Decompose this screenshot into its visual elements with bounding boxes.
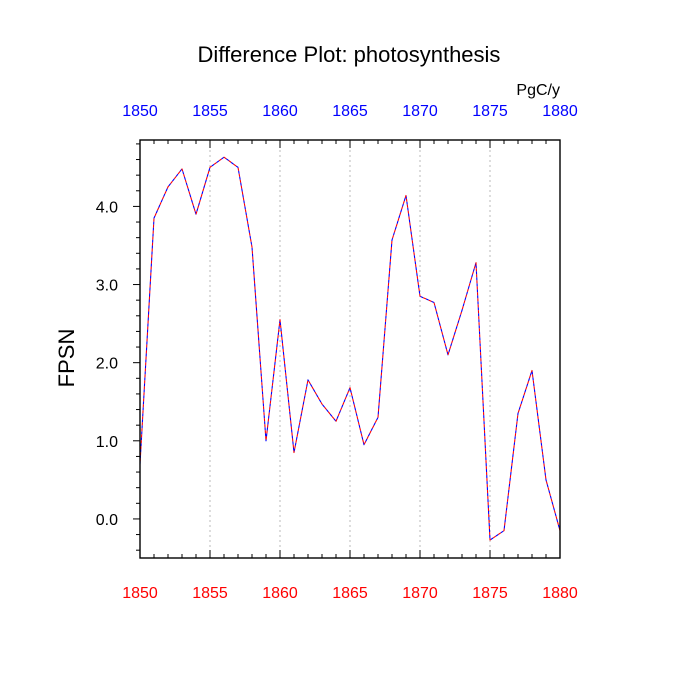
series-line-red <box>139 156 561 541</box>
x-tick-label-bottom: 1875 <box>472 585 508 602</box>
units-label: PgC/y <box>516 82 560 99</box>
chart-title: Difference Plot: photosynthesis <box>198 42 501 67</box>
series-lines <box>139 156 561 541</box>
x-tick-label-top: 1855 <box>192 103 228 120</box>
plot-frame <box>139 139 561 559</box>
x-tick-label-top: 1865 <box>332 103 368 120</box>
x-tick-label-top: 1880 <box>542 103 578 120</box>
x-tick-label-bottom: 1860 <box>262 585 298 602</box>
x-tick-label-top: 1850 <box>122 103 158 120</box>
y-tick-label: 2.0 <box>96 356 118 373</box>
axis-ticks <box>133 140 561 558</box>
x-tick-label-top: 1860 <box>262 103 298 120</box>
tick-labels: 1850 1850 1855 1855 1860 1860 1865 1865 1870 1870… <box>96 103 578 602</box>
x-tick-label-bottom: 1865 <box>332 585 368 602</box>
x-tick-label-bottom: 1870 <box>402 585 438 602</box>
y-tick-label: 3.0 <box>96 278 118 295</box>
x-tick-label-top: 1875 <box>472 103 508 120</box>
gridlines <box>209 140 491 558</box>
x-tick-label-bottom: 1880 <box>542 585 578 602</box>
x-tick-label-top: 1870 <box>402 103 438 120</box>
x-tick-label-bottom: 1850 <box>122 585 158 602</box>
y-axis-label: FPSN <box>54 329 79 388</box>
x-tick-label-bottom: 1855 <box>192 585 228 602</box>
y-tick-label: 1.0 <box>96 434 118 451</box>
y-tick-label: 0.0 <box>96 512 118 529</box>
series-line-blue <box>139 156 561 541</box>
y-tick-label: 4.0 <box>96 199 118 216</box>
